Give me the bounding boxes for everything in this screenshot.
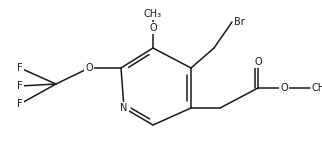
Text: CH₃: CH₃	[312, 83, 322, 93]
Text: O: O	[85, 63, 93, 73]
Text: Br: Br	[234, 17, 245, 27]
Text: CH₃: CH₃	[144, 9, 162, 19]
Text: F: F	[17, 81, 23, 91]
Text: O: O	[254, 57, 262, 67]
Text: F: F	[17, 99, 23, 109]
Text: N: N	[120, 103, 128, 113]
Text: O: O	[149, 23, 157, 33]
Text: F: F	[17, 63, 23, 73]
Text: O: O	[280, 83, 288, 93]
